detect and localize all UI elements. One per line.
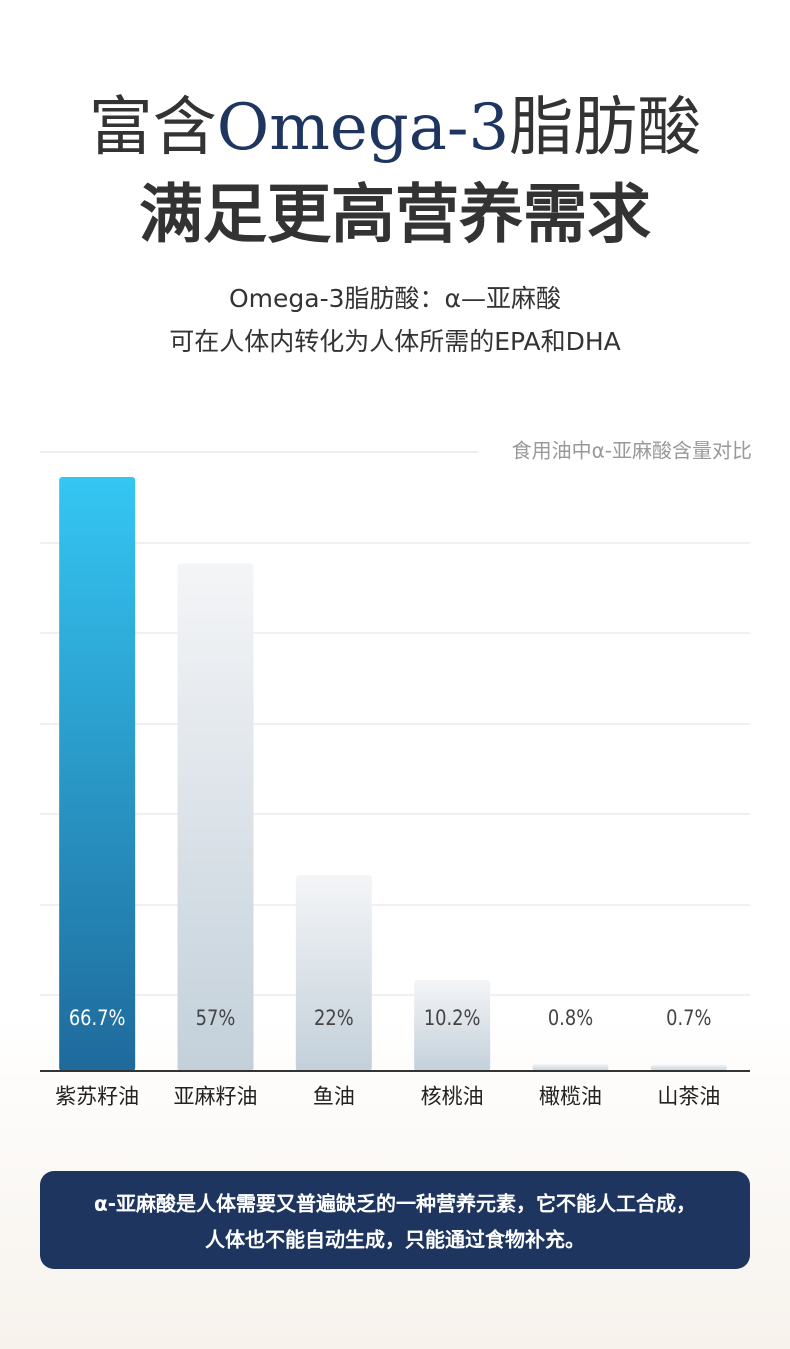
grid [40,542,750,996]
value-label: 0.7% [666,1006,711,1031]
subtitle: 可在人体内转化为人体所需的EPA和DHA [169,327,621,356]
bar [532,1063,609,1071]
x-tick-label: 山茶油 [657,1085,720,1109]
value-label: 57% [196,1006,236,1031]
bar [414,980,491,1071]
bar [295,875,372,1071]
x-tick-label: 橄榄油 [539,1085,602,1109]
subtitle: Omega-3脂肪酸：α—亚麻酸 [229,284,561,313]
x-tick-label: 紫苏籽油 [55,1085,139,1109]
x-tick-label: 核桃油 [421,1085,484,1109]
note: 人体也不能自动生成，只能通过食物补充。 [205,1228,585,1252]
bar [650,1064,727,1071]
headline-highlight: Omega-3 [217,91,510,165]
x-tick-label: 亚麻籽油 [174,1085,258,1109]
headline-2: 满足更高营养需求 [139,178,651,253]
bar [59,477,136,1071]
value-label: 66.7% [69,1006,126,1031]
note: α-亚麻酸是人体需要又普遍缺乏的一种营养元素，它不能人工合成， [94,1192,696,1216]
x-tick-label: 鱼油 [313,1085,355,1109]
caption: 食用油中α-亚麻酸含量对比 [512,439,752,463]
bars: 66.7% 紫苏籽油 57% 亚麻籽油 22% 鱼油 10.2% 核桃油 0.8% 橄榄油 0.7%… [55,477,727,1109]
note-box [40,1171,750,1269]
headline-part: 脂肪酸 [509,91,701,165]
headline-part: 富含 [89,91,217,165]
value-label: 22% [314,1006,354,1031]
value-label: 0.8% [548,1006,593,1031]
value-label: 10.2% [424,1006,481,1031]
headline: 富含Omega-3脂肪酸 [89,91,702,165]
bar [177,563,254,1071]
